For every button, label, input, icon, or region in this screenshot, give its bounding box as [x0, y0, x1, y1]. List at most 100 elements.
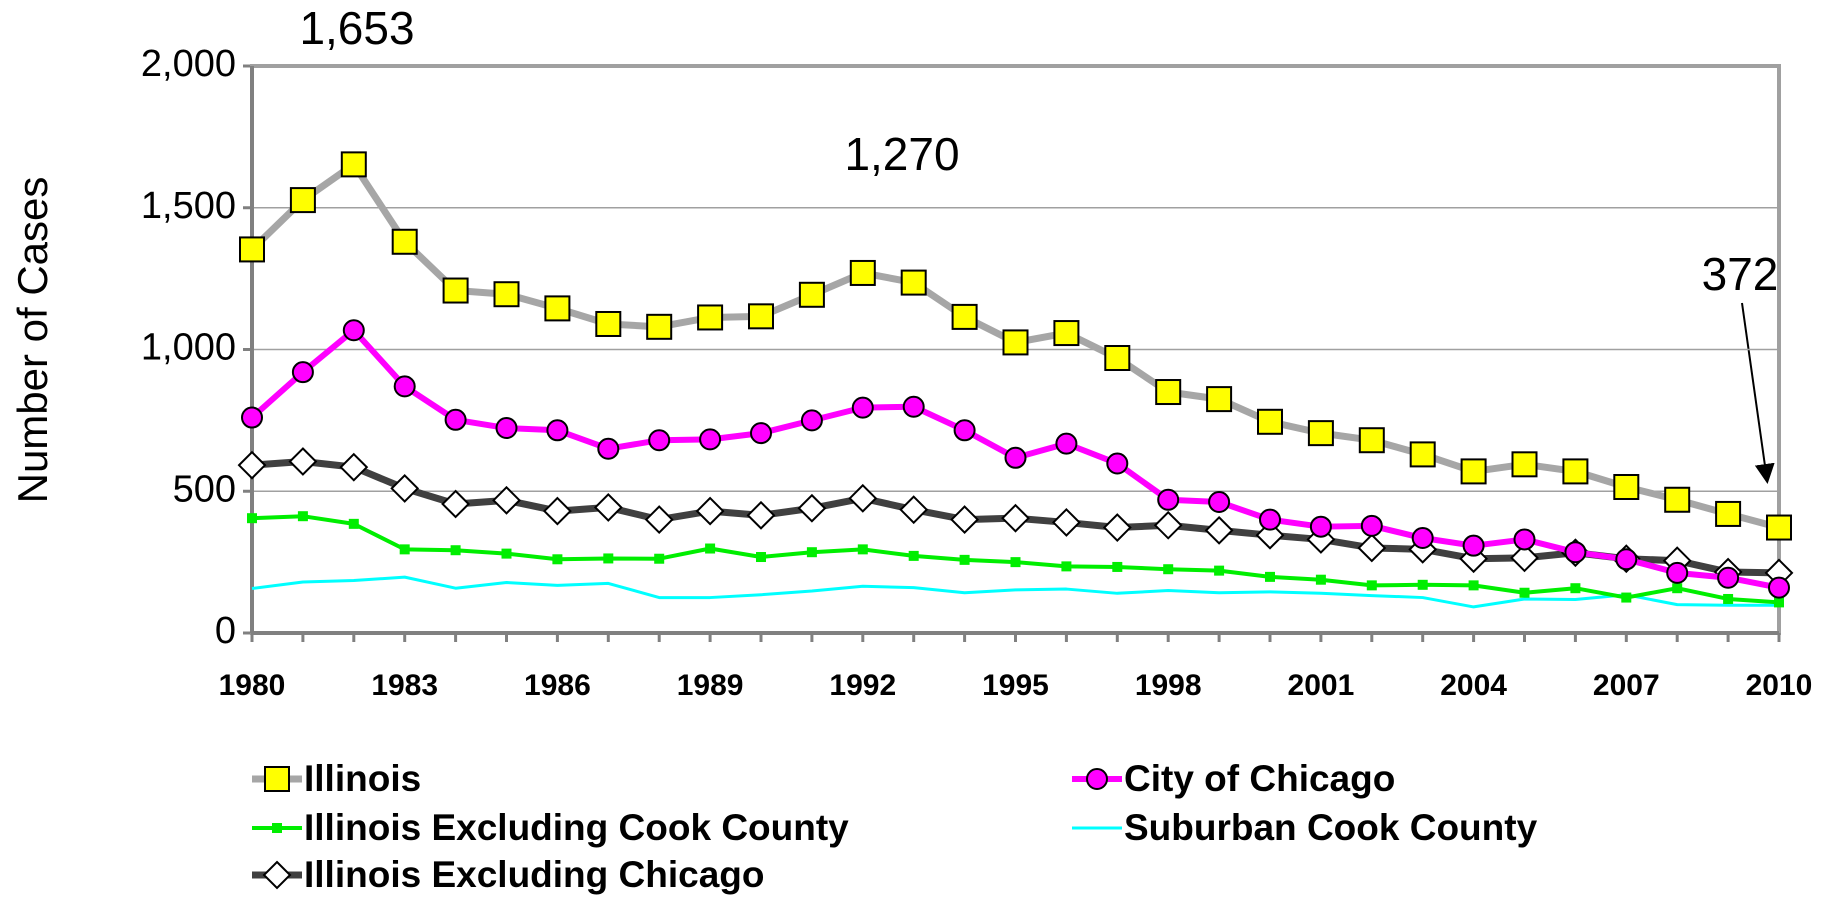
- data-point: [857, 544, 868, 555]
- data-point: [1157, 488, 1180, 511]
- x-tick-label: 1989: [677, 669, 744, 702]
- annotation: 1,653: [299, 2, 414, 54]
- data-point: [1519, 587, 1530, 598]
- x-tick-label: 1998: [1135, 669, 1202, 702]
- data-point: [1208, 491, 1231, 514]
- data-point: [546, 419, 569, 442]
- data-point: [1053, 320, 1080, 347]
- data-point: [1307, 420, 1334, 447]
- x-tick-label: 1986: [524, 669, 591, 702]
- data-point: [1055, 432, 1078, 455]
- x-tick-label: 2010: [1746, 669, 1813, 702]
- data-point: [297, 511, 308, 522]
- data-point: [1411, 527, 1434, 550]
- data-point: [1112, 561, 1123, 572]
- data-point: [1204, 515, 1234, 545]
- legend-label: Suburban Cook County: [1124, 807, 1538, 848]
- y-tick-label: 0: [215, 610, 236, 652]
- data-point: [959, 554, 970, 565]
- data-point: [899, 495, 929, 525]
- data-point: [1666, 561, 1689, 584]
- data-point: [1002, 329, 1029, 356]
- data-point: [1102, 513, 1132, 542]
- data-point: [492, 485, 521, 515]
- data-point: [746, 500, 776, 530]
- legend-marker: [1086, 768, 1108, 790]
- data-point: [1766, 514, 1792, 541]
- data-point: [1257, 408, 1283, 435]
- data-point: [442, 277, 469, 304]
- data-point: [849, 259, 876, 286]
- data-point: [648, 429, 671, 452]
- data-point: [1001, 503, 1030, 533]
- data-point: [1051, 508, 1081, 537]
- data-point: [241, 406, 263, 429]
- data-point: [1255, 520, 1285, 550]
- data-point: [393, 375, 416, 398]
- data-point: [1358, 427, 1385, 454]
- data-point: [646, 313, 673, 340]
- data-point: [348, 518, 359, 529]
- data-point: [848, 483, 878, 513]
- data-point: [908, 550, 919, 561]
- data-point: [750, 422, 772, 445]
- data-point: [1214, 565, 1225, 576]
- data-point: [542, 496, 572, 526]
- data-point: [1360, 514, 1383, 537]
- data-point: [595, 310, 622, 337]
- data-point: [1061, 561, 1072, 572]
- data-point: [1004, 446, 1027, 469]
- data-point: [800, 409, 823, 432]
- data-point: [900, 269, 927, 296]
- data-point: [1672, 583, 1683, 594]
- data-point: [291, 361, 314, 384]
- data-point: [1206, 386, 1233, 413]
- data-point: [851, 396, 874, 419]
- data-point: [390, 474, 420, 503]
- data-point: [748, 303, 774, 330]
- data-point: [441, 489, 471, 519]
- data-point: [1153, 510, 1183, 540]
- data-point: [288, 447, 318, 476]
- data-point: [756, 552, 766, 563]
- data-point: [1715, 500, 1742, 527]
- x-tick-label: 1992: [829, 669, 896, 702]
- legend-marker: [272, 823, 282, 833]
- data-point: [597, 437, 620, 460]
- data-point: [450, 545, 461, 556]
- x-tick-label: 1980: [219, 669, 286, 702]
- data-point: [289, 187, 316, 214]
- data-point: [1366, 580, 1377, 591]
- data-point: [1664, 486, 1691, 513]
- data-point: [237, 450, 267, 480]
- data-point: [1723, 593, 1734, 604]
- data-point: [239, 236, 265, 263]
- data-point: [1564, 541, 1587, 564]
- data-point: [1513, 528, 1536, 551]
- data-point: [399, 544, 410, 555]
- legend-label: Illinois: [304, 758, 421, 799]
- data-point: [1774, 597, 1784, 608]
- x-tick-label: 1983: [371, 669, 438, 702]
- x-tick-label: 2007: [1593, 669, 1660, 702]
- data-point: [1155, 379, 1182, 406]
- data-point: [644, 505, 674, 535]
- legend-label: Illinois Excluding Chicago: [304, 854, 765, 895]
- data-point: [501, 548, 512, 559]
- data-point: [695, 496, 725, 526]
- data-point: [544, 295, 571, 322]
- data-point: [806, 547, 817, 558]
- data-point: [705, 543, 716, 554]
- data-point: [342, 319, 365, 342]
- x-tick-label: 1995: [982, 669, 1049, 702]
- data-point: [1510, 543, 1539, 573]
- data-point: [1163, 564, 1174, 575]
- legend-label: City of Chicago: [1124, 758, 1395, 799]
- data-point: [1613, 473, 1640, 500]
- data-point: [1462, 534, 1485, 557]
- annotation-arrow: [1741, 302, 1775, 484]
- data-point: [1104, 345, 1131, 372]
- y-axis-title: Number of Cases: [9, 177, 56, 504]
- data-point: [1409, 441, 1436, 468]
